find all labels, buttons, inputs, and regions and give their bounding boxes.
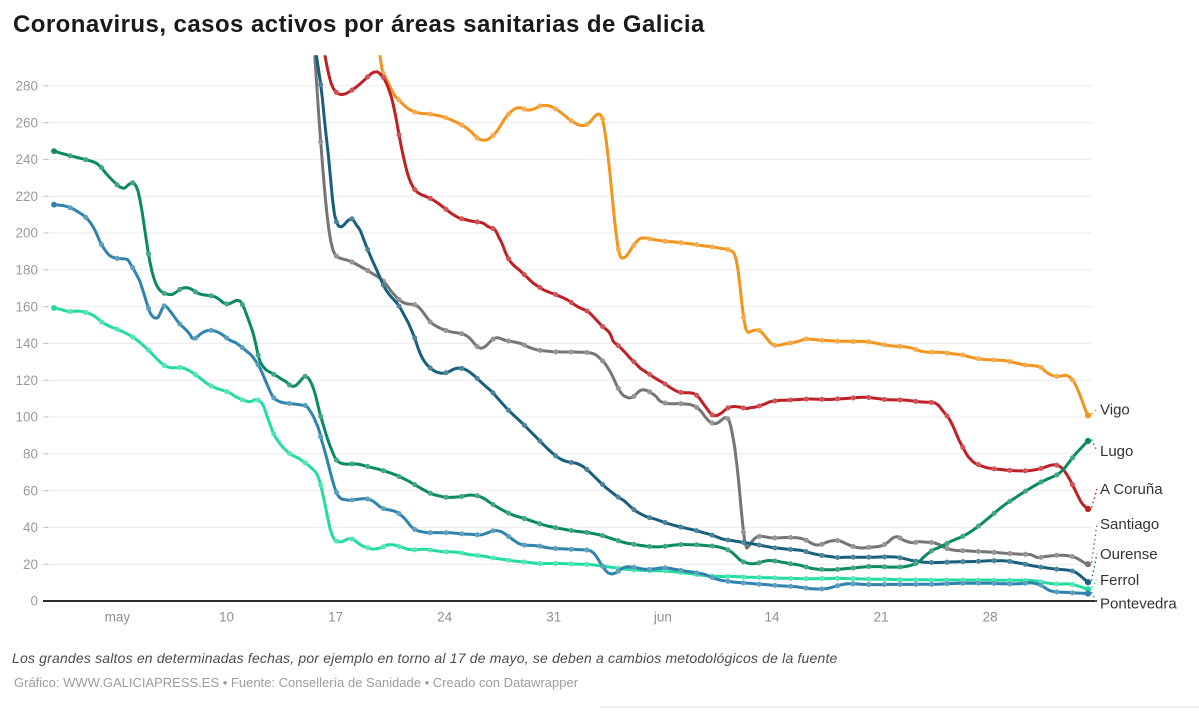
svg-text:200: 200 xyxy=(15,226,38,241)
svg-text:may: may xyxy=(105,610,131,625)
svg-text:Pontevedra: Pontevedra xyxy=(1100,596,1177,613)
svg-text:10: 10 xyxy=(219,610,234,625)
svg-text:60: 60 xyxy=(23,483,38,498)
svg-text:100: 100 xyxy=(15,410,38,425)
svg-text:40: 40 xyxy=(23,520,38,535)
svg-text:Vigo: Vigo xyxy=(1100,402,1130,419)
svg-text:160: 160 xyxy=(15,299,38,314)
svg-text:140: 140 xyxy=(15,336,38,351)
svg-text:120: 120 xyxy=(15,373,38,388)
svg-text:260: 260 xyxy=(15,115,38,130)
svg-text:280: 280 xyxy=(15,79,38,94)
svg-text:80: 80 xyxy=(23,447,38,462)
svg-text:Ourense: Ourense xyxy=(1100,546,1158,563)
svg-text:21: 21 xyxy=(874,610,889,625)
svg-text:24: 24 xyxy=(437,610,453,625)
svg-text:jun: jun xyxy=(653,610,672,625)
svg-text:Lugo: Lugo xyxy=(1100,443,1133,460)
svg-text:240: 240 xyxy=(15,152,38,167)
svg-text:14: 14 xyxy=(764,610,780,625)
svg-text:A Coruña: A Coruña xyxy=(1100,481,1163,498)
svg-text:180: 180 xyxy=(15,263,38,278)
svg-text:28: 28 xyxy=(983,610,998,625)
svg-text:20: 20 xyxy=(23,557,38,572)
svg-text:Ferrol: Ferrol xyxy=(1100,572,1139,589)
svg-text:31: 31 xyxy=(546,610,561,625)
svg-text:0: 0 xyxy=(30,594,38,609)
svg-text:Santiago: Santiago xyxy=(1100,516,1159,533)
svg-text:17: 17 xyxy=(328,610,343,625)
svg-text:220: 220 xyxy=(15,189,38,204)
